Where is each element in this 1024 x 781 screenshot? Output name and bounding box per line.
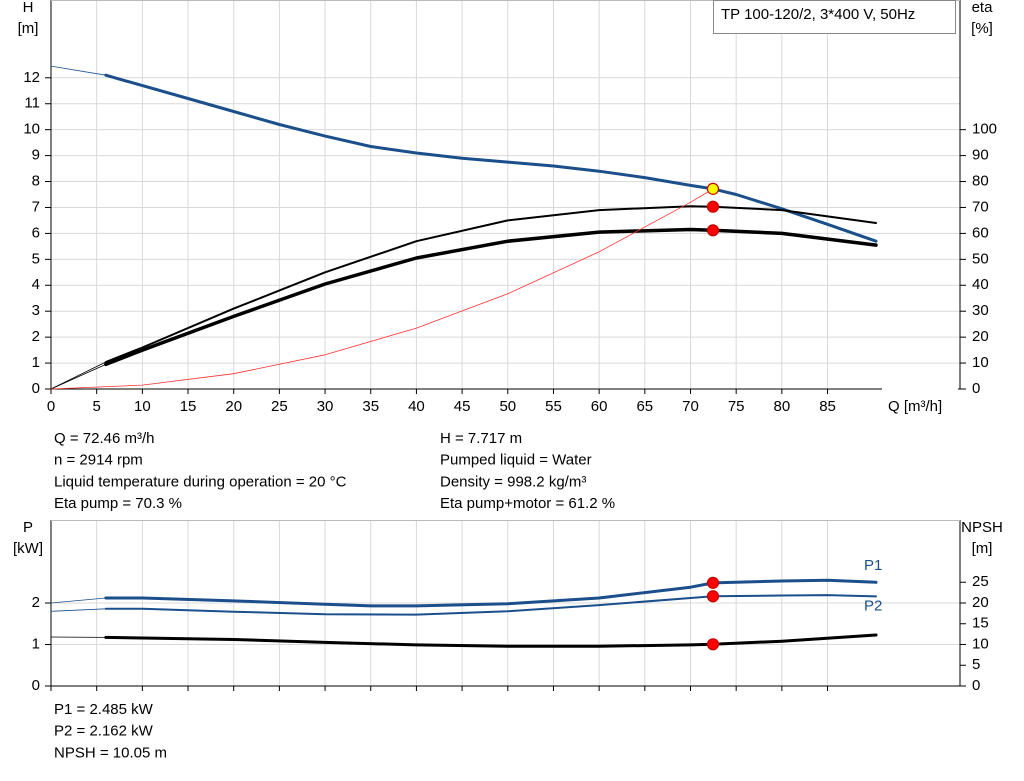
x-tick-label: 85 xyxy=(819,398,836,415)
curve xyxy=(104,633,878,648)
x-tick-label: 20 xyxy=(225,398,242,415)
y-tick-label: 6 xyxy=(32,224,40,241)
x-label-bg xyxy=(882,385,958,409)
x-tick-label: 75 xyxy=(728,398,745,415)
y2-tick-label: 20 xyxy=(972,328,989,345)
x-tick-label: 25 xyxy=(271,398,288,415)
y-tick-label: 2 xyxy=(32,594,40,611)
y2-tick-label: 90 xyxy=(972,147,989,164)
y2-axis-unit: [%] xyxy=(971,20,993,37)
y-axis-label: H xyxy=(23,0,34,16)
curve xyxy=(104,578,878,608)
duty-point xyxy=(706,182,720,195)
duty-point xyxy=(706,590,720,603)
info-line: Liquid temperature during operation = 20… xyxy=(54,473,347,490)
y2-tick-label: 40 xyxy=(972,276,989,293)
y2-tick-label: 30 xyxy=(972,302,989,319)
y2-tick-label: 0 xyxy=(972,380,980,397)
y-tick-label: 0 xyxy=(32,677,40,694)
x-tick-label: 0 xyxy=(47,398,55,415)
duty-point xyxy=(706,200,720,213)
y2-tick-label: 100 xyxy=(972,121,997,138)
y2-tick-label: 60 xyxy=(972,224,989,241)
info-line: P2 = 2.162 kW xyxy=(54,723,154,740)
info-line: Density = 998.2 kg/m³ xyxy=(440,473,586,490)
y-tick-label: 2 xyxy=(32,328,40,345)
y2-tick-label: 20 xyxy=(972,594,989,611)
x-tick-label: 50 xyxy=(499,398,516,415)
info-line: Eta pump = 70.3 % xyxy=(54,495,182,512)
duty-point xyxy=(706,224,720,237)
curve xyxy=(104,73,878,243)
y-tick-label: 1 xyxy=(32,635,40,652)
x-tick-label: 45 xyxy=(454,398,471,415)
curve xyxy=(104,227,878,367)
x-tick-label: 10 xyxy=(134,398,151,415)
info-line: Q = 72.46 m³/h xyxy=(54,430,154,447)
y-axis-label: P xyxy=(23,519,33,536)
y2-tick-label: 10 xyxy=(972,354,989,371)
series-label: P1 xyxy=(864,557,882,574)
y-tick-label: 1 xyxy=(32,354,40,371)
info-line: H = 7.717 m xyxy=(440,430,522,447)
x-tick-label: 80 xyxy=(774,398,791,415)
x-tick-label: 55 xyxy=(545,398,562,415)
x-tick-label: 70 xyxy=(682,398,699,415)
y-tick-label: 0 xyxy=(32,380,40,397)
y2-tick-label: 15 xyxy=(972,615,989,632)
duty-point xyxy=(706,638,720,651)
y2-tick-label: 25 xyxy=(972,573,989,590)
x-tick-label: 30 xyxy=(317,398,334,415)
y2-tick-label: 0 xyxy=(972,677,980,694)
y-axis-unit: [m] xyxy=(18,20,39,37)
y2-tick-label: 50 xyxy=(972,250,989,267)
info-line: n = 2914 rpm xyxy=(54,452,143,469)
y2-axis-unit: [m] xyxy=(972,540,993,557)
curve xyxy=(104,205,877,363)
x-tick-label: 65 xyxy=(636,398,653,415)
x-tick-label: 60 xyxy=(591,398,608,415)
y-tick-label: 4 xyxy=(32,276,40,293)
info-line: NPSH = 10.05 m xyxy=(54,744,167,761)
y2-axis-label: eta xyxy=(972,0,994,16)
y-tick-label: 3 xyxy=(32,302,40,319)
info-line: P1 = 2.485 kW xyxy=(54,701,154,718)
y-tick-label: 8 xyxy=(32,173,40,190)
y2-tick-label: 80 xyxy=(972,173,989,190)
x-tick-label: 35 xyxy=(362,398,379,415)
y-tick-label: 10 xyxy=(23,121,40,138)
y-axis-unit: [kW] xyxy=(13,540,43,557)
y-tick-label: 7 xyxy=(32,198,40,215)
x-tick-label: 5 xyxy=(93,398,101,415)
x-tick-label: 15 xyxy=(180,398,197,415)
y-tick-label: 12 xyxy=(23,69,40,86)
y2-axis-label: NPSH xyxy=(961,519,1003,536)
x-tick-label: 40 xyxy=(408,398,425,415)
y-tick-label: 9 xyxy=(32,147,40,164)
y2-tick-label: 5 xyxy=(972,656,980,673)
curve xyxy=(104,594,877,616)
y-tick-label: 11 xyxy=(24,95,40,112)
x-axis-label: Q [m³/h] xyxy=(888,398,942,415)
duty-point xyxy=(706,576,720,589)
y2-tick-label: 70 xyxy=(972,198,989,215)
info-line: Pumped liquid = Water xyxy=(440,452,592,469)
y2-tick-label: 10 xyxy=(972,635,989,652)
chart-title: TP 100-120/2, 3*400 V, 50Hz xyxy=(721,6,915,23)
title-box xyxy=(713,0,956,34)
y-tick-label: 5 xyxy=(32,250,40,267)
curve xyxy=(50,188,714,390)
info-line: Eta pump+motor = 61.2 % xyxy=(440,495,615,512)
series-label: P2 xyxy=(864,597,882,614)
